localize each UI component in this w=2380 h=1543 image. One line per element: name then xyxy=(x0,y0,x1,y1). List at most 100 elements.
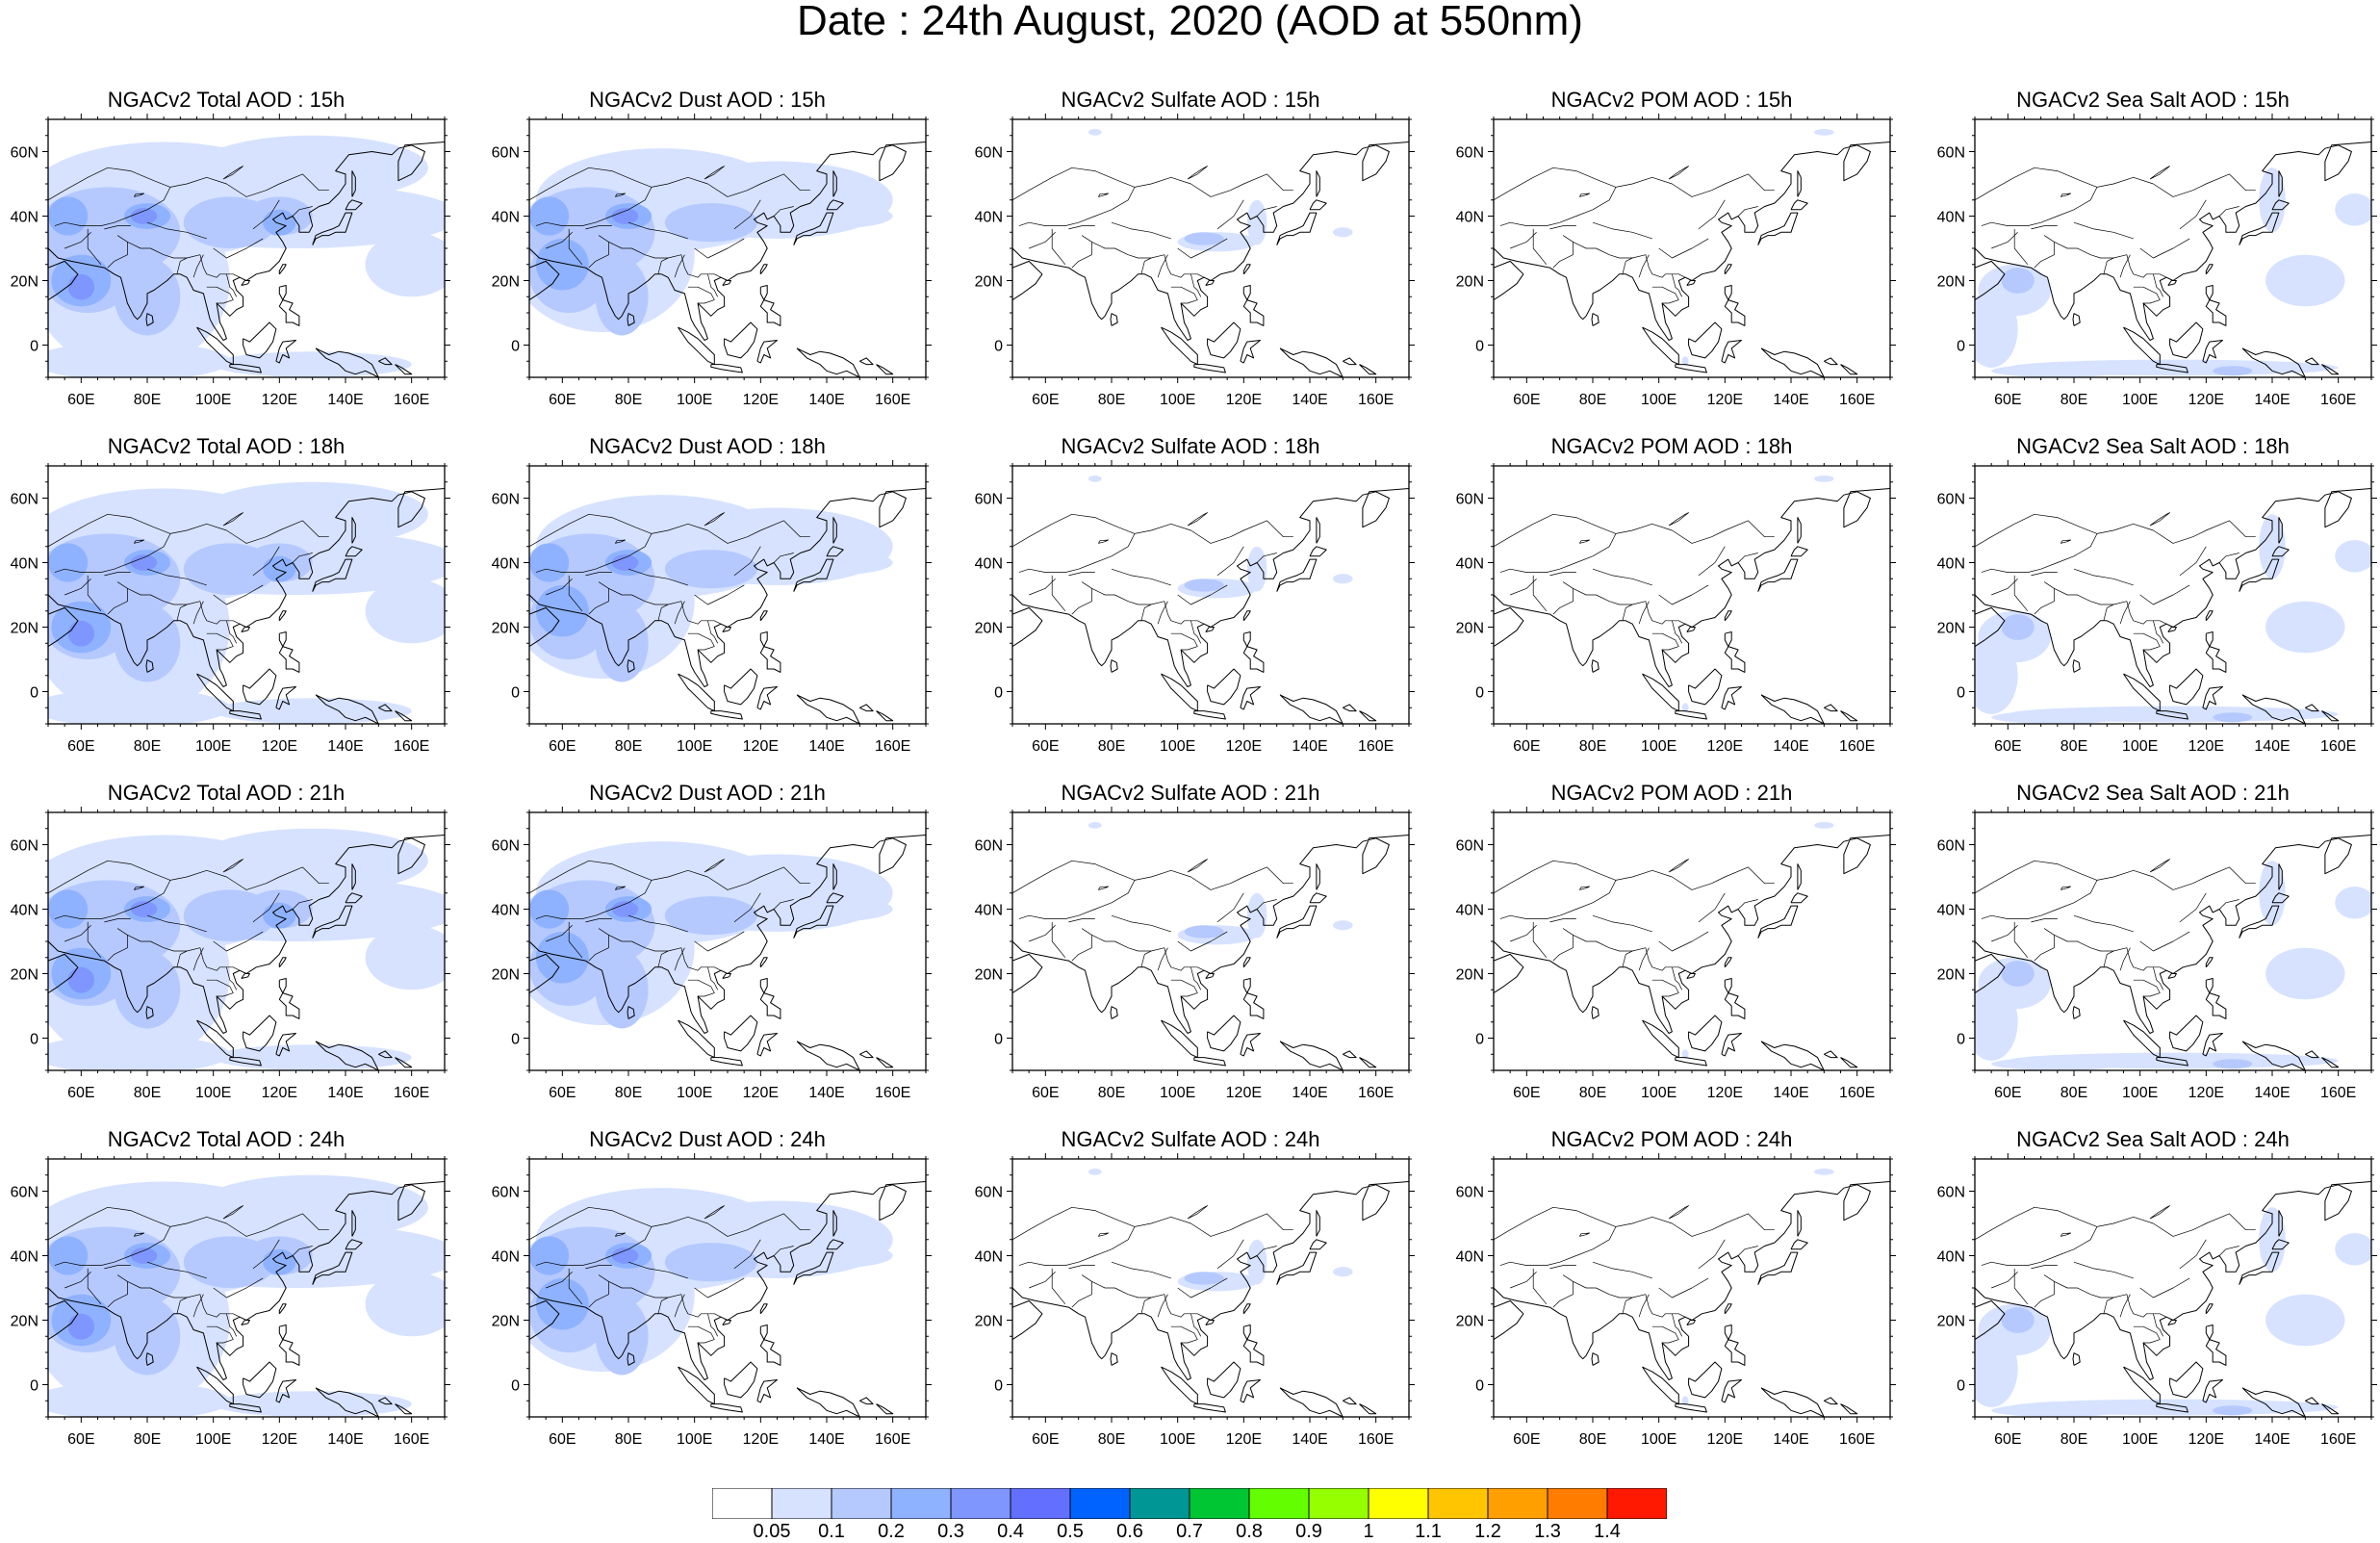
map-panel: NGACv2 Sulfate AOD : 18h 60E 80E 100E 120E 14… xyxy=(964,435,1417,772)
y-tick-label: 0 xyxy=(511,1378,520,1395)
y-tick-label: 0 xyxy=(30,1032,38,1048)
aod-field xyxy=(1681,476,1834,713)
x-tick-label: 140E xyxy=(2254,1431,2290,1448)
coastlines xyxy=(1012,488,1409,724)
x-tick-label: 80E xyxy=(2060,1431,2087,1448)
y-tick-label: 40N xyxy=(11,210,38,226)
y-tick-label: 20N xyxy=(975,1314,1003,1330)
aod-map: 60E 80E 100E 120E 140E 160E 60N 40N 20N 0 xyxy=(492,460,932,755)
y-tick-label: 20N xyxy=(1937,621,1965,637)
colorbar-swatch xyxy=(890,1488,952,1519)
y-tick-label: 0 xyxy=(994,1032,1003,1048)
x-tick-label: 160E xyxy=(394,1085,429,1101)
aod-patch xyxy=(1088,476,1102,482)
x-tick-label: 100E xyxy=(195,738,231,755)
x-tick-label: 120E xyxy=(262,392,297,408)
aod-field xyxy=(529,495,893,682)
x-tick-label: 120E xyxy=(262,738,297,755)
aod-field xyxy=(529,1188,893,1376)
aod-patch xyxy=(535,1277,589,1330)
y-tick-label: 60N xyxy=(975,145,1003,162)
aod-patch xyxy=(213,1044,412,1070)
x-tick-label: 80E xyxy=(1579,392,1606,408)
x-tick-label: 100E xyxy=(2122,1085,2158,1101)
x-tick-label: 60E xyxy=(67,1431,94,1448)
map-panel: NGACv2 Total AOD : 18h 60E 80E 100E 120E 140E… xyxy=(0,435,452,772)
aod-patch xyxy=(213,698,412,724)
aod-field xyxy=(1681,129,1834,367)
aod-patch xyxy=(529,1236,570,1275)
aod-patch xyxy=(611,901,639,917)
aod-patch xyxy=(1814,1169,1834,1175)
aod-map: 60E 80E 100E 120E 140E 160E 60N 40N 20N 0 xyxy=(492,1153,932,1448)
panel-title: NGACv2 Dust AOD : 21h xyxy=(589,781,826,805)
y-tick-label: 0 xyxy=(994,1378,1003,1395)
x-tick-label: 60E xyxy=(549,738,576,755)
aod-patch xyxy=(1246,199,1267,245)
aod-patch xyxy=(529,196,570,236)
x-tick-label: 160E xyxy=(875,392,910,408)
aod-field xyxy=(1975,1207,2371,1417)
y-tick-label: 40N xyxy=(11,556,38,573)
aod-map: 60E 80E 100E 120E 140E 160E 60N 40N 20N 0 xyxy=(11,460,450,755)
x-tick-label: 100E xyxy=(1641,1431,1676,1448)
x-tick-label: 60E xyxy=(1032,392,1059,408)
aod-patch xyxy=(1975,290,2018,368)
coastlines xyxy=(529,835,926,1070)
panel-title: NGACv2 Sea Salt AOD : 18h xyxy=(2016,434,2290,458)
colorbar-swatch xyxy=(712,1488,773,1519)
aod-patch xyxy=(1814,822,1834,829)
aod-patch xyxy=(263,1248,296,1275)
colorbar-swatch xyxy=(1547,1488,1608,1519)
colorbar-label: 1.1 xyxy=(1415,1521,1442,1542)
panel-title: NGACv2 Sulfate AOD : 21h xyxy=(1061,781,1320,805)
aod-field xyxy=(1975,167,2371,377)
y-tick-label: 40N xyxy=(11,1249,38,1266)
aod-patch xyxy=(595,258,649,336)
map-panel: NGACv2 Sea Salt AOD : 24h 60E 80E 100E 120E 1… xyxy=(1927,1128,2379,1465)
x-tick-label: 160E xyxy=(1839,738,1875,755)
x-tick-label: 80E xyxy=(134,1085,161,1101)
aod-patch xyxy=(213,1391,412,1417)
aod-patch xyxy=(2335,540,2371,573)
x-tick-label: 140E xyxy=(808,392,844,408)
aod-patch xyxy=(1333,574,1353,584)
x-tick-label: 60E xyxy=(1994,1431,2021,1448)
panel-title: NGACv2 POM AOD : 24h xyxy=(1550,1127,1793,1151)
aod-patch xyxy=(2001,1307,2035,1333)
x-tick-label: 120E xyxy=(2188,392,2224,408)
coastlines xyxy=(1494,835,1890,1070)
colorbar-label: 0.5 xyxy=(1057,1521,1084,1542)
aod-patch xyxy=(48,1035,230,1070)
aod-patch xyxy=(130,1247,158,1264)
x-tick-label: 60E xyxy=(67,1085,94,1101)
x-tick-label: 160E xyxy=(1358,1431,1394,1448)
aod-patch xyxy=(1184,579,1224,592)
y-tick-label: 60N xyxy=(11,492,38,508)
y-tick-label: 60N xyxy=(11,1185,38,1201)
aod-patch xyxy=(2213,1405,2253,1416)
aod-patch xyxy=(2001,961,2035,987)
colorbar-label: 0.2 xyxy=(878,1521,905,1542)
aod-patch xyxy=(760,896,893,922)
x-tick-label: 100E xyxy=(1641,738,1676,755)
y-tick-label: 40N xyxy=(975,556,1003,573)
map-panel: NGACv2 Sulfate AOD : 21h 60E 80E 100E 120E 14… xyxy=(964,782,1417,1119)
x-tick-label: 140E xyxy=(1292,1085,1327,1101)
panel-title: NGACv2 Sea Salt AOD : 21h xyxy=(2016,781,2290,805)
y-tick-label: 60N xyxy=(975,492,1003,508)
x-tick-label: 120E xyxy=(262,1431,297,1448)
aod-patch xyxy=(48,889,89,929)
x-tick-label: 80E xyxy=(1098,738,1125,755)
aod-field xyxy=(1088,129,1353,252)
y-tick-label: 20N xyxy=(11,967,38,984)
y-tick-label: 40N xyxy=(1937,1249,1965,1266)
aod-patch xyxy=(2265,601,2345,654)
y-tick-label: 40N xyxy=(1937,903,1965,919)
y-tick-label: 0 xyxy=(1957,685,1965,702)
aod-map: 60E 80E 100E 120E 140E 160E 60N 40N 20N 0 xyxy=(1456,807,1896,1101)
colorbar-swatch xyxy=(771,1488,832,1519)
map-panel: NGACv2 Total AOD : 21h 60E 80E 100E 120E 140E… xyxy=(0,782,452,1119)
aod-patch xyxy=(664,203,757,243)
aod-patch xyxy=(2213,712,2253,723)
